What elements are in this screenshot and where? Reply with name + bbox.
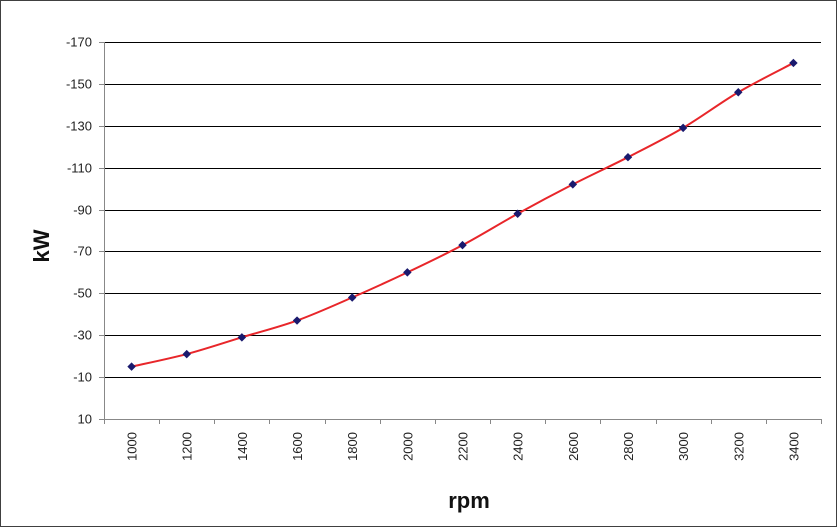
y-tick-label: -110 [67, 161, 92, 176]
y-tick-labels: -170 -150 -130 -110 -90 -70 -50 -30 -10 10 [66, 35, 92, 427]
data-point [127, 362, 136, 371]
x-tick-label: 1400 [235, 432, 250, 461]
x-axis-title: rpm [448, 488, 490, 513]
gridlines [104, 42, 821, 420]
y-tick-label: -50 [73, 286, 92, 301]
y-tick-label: -30 [73, 328, 92, 343]
y-tick-label: -130 [66, 119, 92, 134]
x-tick-label: 1200 [180, 432, 195, 461]
x-tick-label: 2000 [400, 432, 415, 461]
x-tick-label: 1800 [345, 432, 360, 461]
data-point [237, 333, 247, 342]
y-tick-label: -10 [73, 370, 92, 385]
x-tick-label: 1600 [290, 432, 305, 461]
data-point [182, 349, 191, 359]
y-tick-label: 10 [78, 412, 92, 427]
y-tick-label: -150 [66, 77, 92, 92]
x-tick-label: 2600 [566, 432, 581, 461]
axes [99, 42, 822, 424]
data-point [678, 123, 688, 133]
data-point [623, 152, 633, 162]
x-tick-label: 2200 [456, 432, 471, 461]
data-point [458, 240, 467, 250]
y-tick-label: -170 [66, 35, 92, 50]
data-point [734, 88, 743, 97]
data-point [789, 58, 798, 68]
y-tick-label: -70 [73, 244, 92, 259]
x-tick-label: 3000 [676, 432, 691, 461]
series [127, 58, 798, 371]
x-tick-label: 2400 [511, 432, 526, 461]
y-tick-label: -90 [73, 203, 92, 218]
data-point [292, 316, 302, 325]
x-tick-label: 3200 [731, 432, 746, 461]
data-point [347, 293, 357, 302]
x-tick-label: 2800 [621, 432, 636, 461]
data-point [403, 268, 412, 277]
x-tick-label: 3400 [786, 432, 801, 461]
x-tick-labels: 1000 1200 1400 1600 1800 2000 2200 2400 2600 2800… [125, 432, 802, 461]
data-point [568, 180, 578, 189]
series-line [131, 62, 794, 368]
y-axis-title: kW [29, 229, 54, 262]
x-tick-label: 1000 [125, 432, 140, 461]
